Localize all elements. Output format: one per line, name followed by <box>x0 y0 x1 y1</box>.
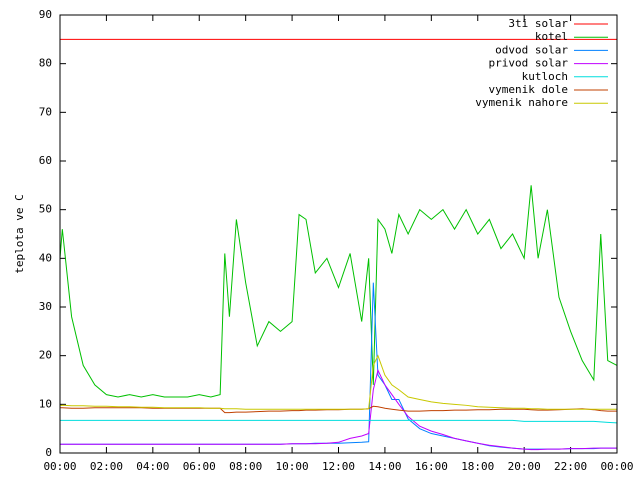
legend-label: vymenik dole <box>489 83 568 96</box>
series-line <box>60 282 617 450</box>
y-tick-label: 80 <box>39 57 52 70</box>
y-tick-label: 90 <box>39 8 52 21</box>
plot-border <box>59 14 618 454</box>
x-tick-label: 00:00 <box>43 460 76 473</box>
y-tick-label: 40 <box>39 251 52 264</box>
y-tick-label: 70 <box>39 105 52 118</box>
y-tick-label: 50 <box>39 203 52 216</box>
legend-label: kutloch <box>522 70 568 83</box>
legend-label: odvod solar <box>495 43 568 56</box>
x-tick-label: 04:00 <box>136 460 169 473</box>
x-tick-label: 10:00 <box>276 460 309 473</box>
x-tick-label: 02:00 <box>90 460 123 473</box>
legend-label: kotel <box>535 30 568 43</box>
y-tick-label: 20 <box>39 349 52 362</box>
series-line <box>59 354 617 410</box>
series-line <box>59 185 618 398</box>
x-tick-label: 14:00 <box>368 460 401 473</box>
x-tick-label: 18:00 <box>461 460 494 473</box>
legend-label: vymenik nahore <box>475 96 568 109</box>
x-tick-label: 12:00 <box>322 460 355 473</box>
x-tick-label: 16:00 <box>415 460 448 473</box>
x-tick-label: 06:00 <box>183 460 216 473</box>
y-tick-label: 60 <box>39 154 52 167</box>
y-tick-label: 0 <box>45 446 52 459</box>
y-tick-label: 10 <box>39 397 52 410</box>
x-tick-label: 00:00 <box>600 460 633 473</box>
x-tick-label: 22:00 <box>554 460 587 473</box>
x-tick-label: 20:00 <box>508 460 541 473</box>
x-tick-label: 08:00 <box>229 460 262 473</box>
legend-label: 3ti solar <box>508 17 568 30</box>
series-line <box>60 419 618 424</box>
y-tick-label: 30 <box>39 300 52 313</box>
y-axis-label: teplota ve C <box>13 194 26 273</box>
series-line <box>60 368 617 451</box>
legend-label: privod solar <box>489 57 569 70</box>
